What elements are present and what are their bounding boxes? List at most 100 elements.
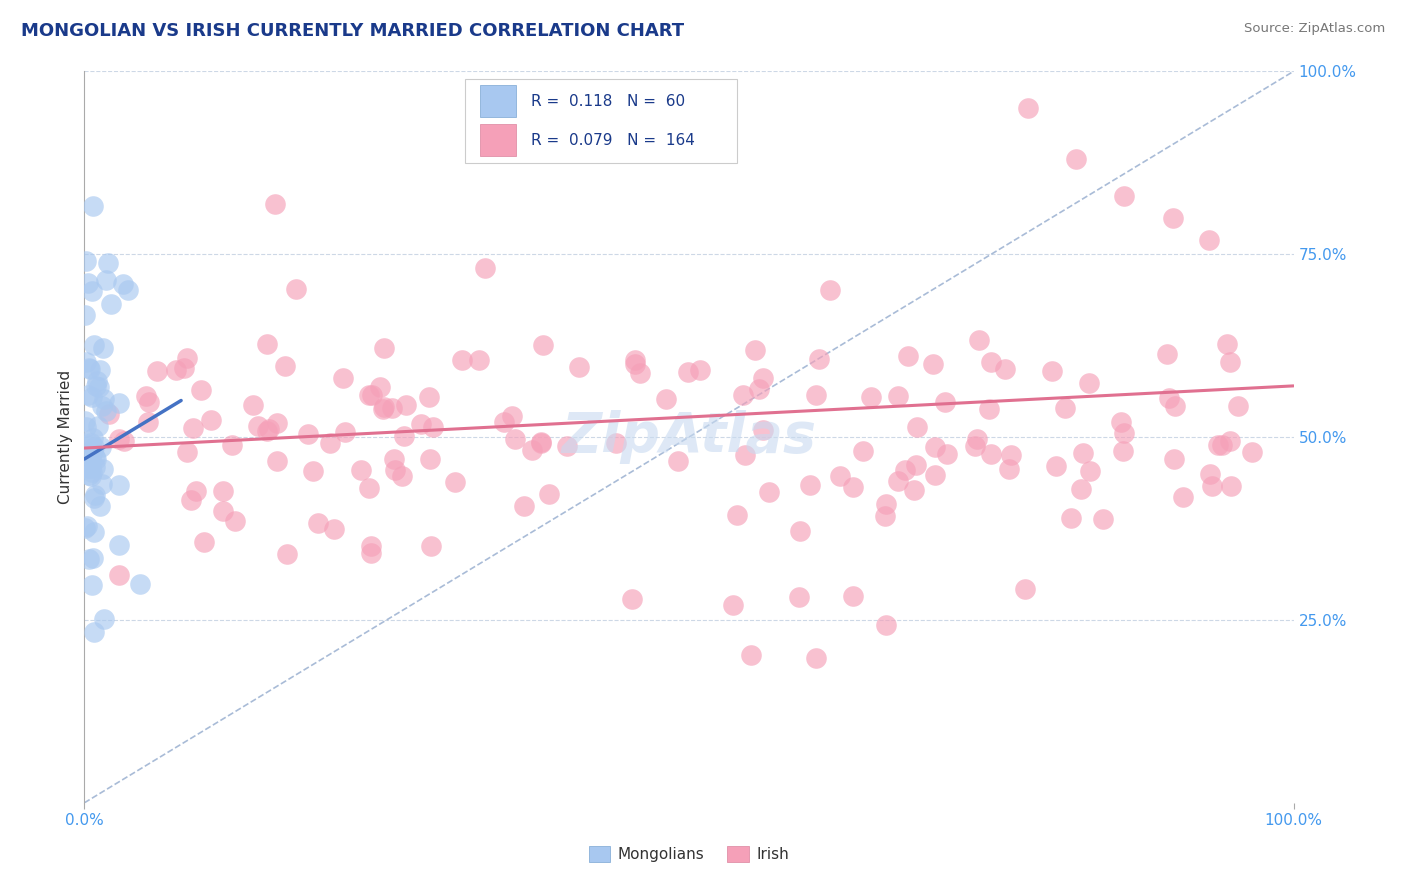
Point bbox=[1078, 464, 1101, 478]
Point bbox=[382, 451, 405, 466]
Point bbox=[966, 433, 988, 447]
Point bbox=[1092, 512, 1115, 526]
Point bbox=[76, 387, 98, 401]
Point bbox=[73, 414, 96, 428]
Point bbox=[758, 485, 780, 500]
Point bbox=[332, 370, 354, 384]
Point bbox=[1077, 376, 1099, 390]
Point bbox=[360, 539, 382, 553]
Point bbox=[73, 458, 96, 473]
Point bbox=[1114, 188, 1136, 202]
Point bbox=[733, 388, 755, 402]
Point bbox=[266, 454, 288, 468]
Point bbox=[804, 387, 827, 401]
Point bbox=[852, 444, 875, 458]
Point bbox=[1164, 400, 1187, 414]
Point bbox=[89, 363, 111, 377]
Point bbox=[107, 567, 129, 582]
Point bbox=[1060, 511, 1083, 525]
Point bbox=[333, 425, 356, 440]
Point bbox=[620, 591, 643, 606]
Point bbox=[83, 625, 105, 640]
Point bbox=[740, 648, 762, 663]
Point bbox=[1071, 446, 1094, 460]
Point bbox=[135, 389, 157, 403]
Bar bbox=[479, 86, 516, 118]
Point bbox=[820, 283, 842, 297]
Point bbox=[256, 337, 278, 351]
Point bbox=[84, 459, 107, 474]
Point bbox=[360, 546, 382, 560]
Point bbox=[76, 518, 98, 533]
Point bbox=[257, 422, 280, 436]
Point bbox=[91, 462, 114, 476]
Point bbox=[91, 477, 114, 491]
Point bbox=[77, 467, 100, 482]
Point bbox=[1215, 336, 1237, 351]
Point bbox=[654, 392, 676, 406]
Point bbox=[1014, 582, 1036, 596]
Point bbox=[263, 196, 285, 211]
Point bbox=[212, 484, 235, 499]
Point bbox=[605, 436, 627, 450]
Point bbox=[676, 365, 699, 379]
Point bbox=[307, 516, 329, 530]
Point bbox=[77, 360, 100, 375]
Point bbox=[921, 357, 943, 371]
Point bbox=[83, 491, 105, 505]
Point bbox=[79, 438, 101, 452]
Point bbox=[568, 359, 591, 374]
Point bbox=[84, 378, 107, 392]
Point bbox=[1017, 101, 1039, 115]
Point bbox=[79, 552, 101, 566]
Point bbox=[828, 469, 851, 483]
Point bbox=[276, 547, 298, 561]
Point bbox=[100, 297, 122, 311]
Point bbox=[224, 514, 246, 528]
Point bbox=[721, 598, 744, 612]
Point bbox=[451, 352, 474, 367]
Point bbox=[503, 433, 526, 447]
Point bbox=[1112, 426, 1135, 441]
Point bbox=[80, 460, 103, 475]
Point bbox=[418, 390, 440, 404]
Point bbox=[373, 400, 395, 414]
Point bbox=[108, 432, 131, 446]
Point bbox=[91, 341, 114, 355]
Point bbox=[520, 442, 543, 457]
Point bbox=[799, 478, 821, 492]
Point bbox=[530, 436, 553, 450]
Point bbox=[628, 367, 651, 381]
Point bbox=[190, 384, 212, 398]
Point bbox=[86, 374, 108, 388]
Point bbox=[381, 401, 404, 415]
Point bbox=[444, 475, 467, 490]
Point bbox=[934, 394, 956, 409]
Point bbox=[80, 450, 103, 465]
Point bbox=[350, 463, 373, 477]
Point bbox=[977, 402, 1000, 417]
Text: R =  0.118   N =  60: R = 0.118 N = 60 bbox=[530, 94, 685, 109]
Point bbox=[1000, 448, 1022, 462]
Point bbox=[90, 400, 112, 414]
Point bbox=[176, 351, 198, 365]
Point bbox=[357, 481, 380, 495]
Text: MONGOLIAN VS IRISH CURRENTLY MARRIED CORRELATION CHART: MONGOLIAN VS IRISH CURRENTLY MARRIED COR… bbox=[21, 22, 685, 40]
Point bbox=[980, 355, 1002, 369]
Point bbox=[96, 404, 118, 418]
Point bbox=[112, 434, 135, 448]
Point bbox=[1064, 152, 1087, 166]
Point bbox=[76, 460, 98, 475]
Point bbox=[360, 388, 382, 402]
Point bbox=[242, 398, 264, 412]
Point bbox=[1157, 391, 1180, 405]
Point bbox=[86, 419, 108, 434]
Point bbox=[752, 423, 775, 437]
Point bbox=[359, 388, 381, 402]
Point bbox=[1219, 355, 1241, 369]
Point bbox=[212, 504, 235, 518]
Point bbox=[75, 254, 97, 268]
Point bbox=[501, 409, 523, 423]
Point bbox=[221, 437, 243, 451]
Point bbox=[924, 467, 946, 482]
